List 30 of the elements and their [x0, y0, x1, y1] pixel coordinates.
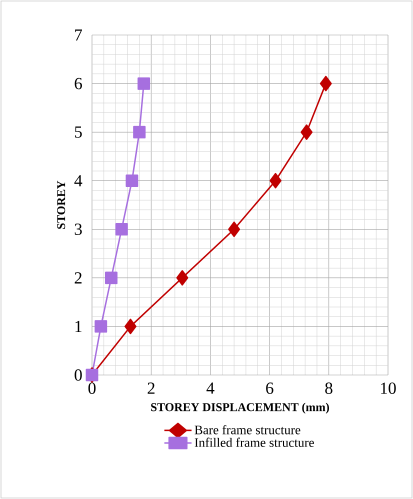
y-tick-label: 1: [75, 320, 82, 332]
legend-label: Bare frame structure: [194, 425, 300, 434]
y-tick-label: 5: [74, 126, 82, 138]
point: [320, 76, 332, 92]
point: [270, 172, 282, 188]
y-tick-label: 0: [74, 369, 82, 381]
y-tick-label: 6: [74, 78, 82, 90]
y-tick-label: 2: [74, 272, 82, 284]
y-tick-label: 4: [74, 175, 82, 186]
point: [124, 318, 136, 334]
point: [138, 77, 150, 90]
legend-label: Infilled frame structure: [194, 438, 314, 447]
point: [94, 320, 108, 333]
x-tick-label: 0: [88, 382, 96, 394]
point: [133, 126, 146, 138]
x-tick-label: 10: [381, 382, 396, 394]
x-tick-label: 8: [325, 382, 332, 394]
y-tick-label: 3: [74, 224, 82, 235]
x-tick-label: 4: [206, 382, 214, 394]
point: [115, 223, 128, 236]
point: [104, 272, 118, 284]
point: [176, 270, 188, 286]
point: [228, 222, 240, 238]
x-axis-title: STOREY DISPLACEMENT (mm): [151, 402, 330, 414]
x-tick-label: 2: [148, 382, 154, 394]
y-axis-title: STOREY: [57, 180, 66, 229]
y-tick-label: 7: [75, 29, 82, 41]
point: [126, 174, 138, 187]
point: [300, 124, 313, 140]
x-tick-label: 6: [266, 382, 274, 394]
